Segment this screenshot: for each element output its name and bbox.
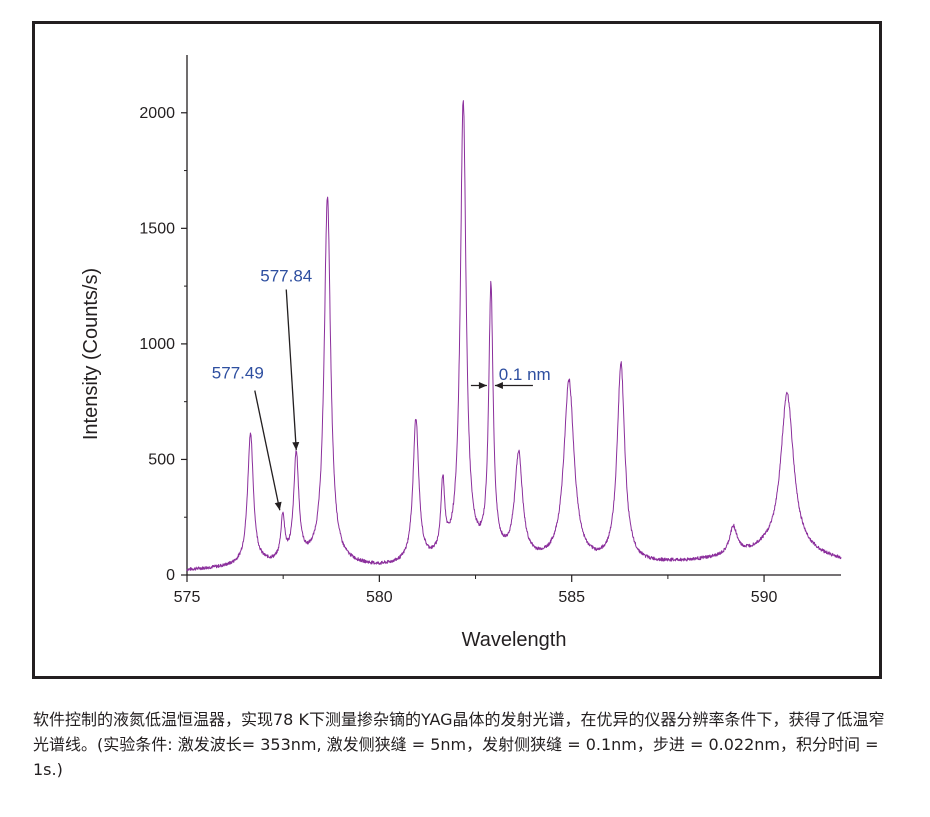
- y-tick-label: 0: [166, 567, 175, 584]
- arrow-577-49: [254, 390, 281, 511]
- x-axis-title: Wavelength: [462, 629, 567, 651]
- x-tick-label: 585: [558, 589, 585, 606]
- y-tick-label: 1000: [139, 336, 175, 353]
- spectrum-chart: 0 500 1000 1500 2000 575 580 585 590 Intensity …: [80, 55, 842, 651]
- arrow-head: [274, 501, 282, 511]
- arrow-head: [494, 381, 503, 389]
- figure-caption: 软件控制的液氮低温恒温器，实现78 K下测量掺杂镝的YAG晶体的发射光谱，在优异…: [33, 710, 885, 779]
- y-tick-label: 500: [148, 451, 175, 468]
- annotation-577-84: 577.84: [260, 266, 312, 285]
- x-tick-label: 590: [751, 589, 778, 606]
- x-tick-label: 575: [174, 589, 201, 606]
- annotation-resolution: 0.1 nm: [499, 365, 551, 384]
- figure-frame: 0 500 1000 1500 2000 575 580 585 590 Intensity …: [32, 21, 882, 679]
- series-line-spectrum: [186, 100, 842, 572]
- arrow-head: [292, 441, 300, 451]
- y-tick-label: 1500: [139, 220, 175, 237]
- y-tick-label: 2000: [139, 105, 175, 122]
- arrow-head: [478, 381, 487, 389]
- annotation-577-49: 577.49: [212, 364, 264, 383]
- arrow-577-84: [285, 289, 297, 451]
- x-tick-label: 580: [366, 589, 393, 606]
- y-axis-title: Intensity (Counts/s): [80, 268, 102, 440]
